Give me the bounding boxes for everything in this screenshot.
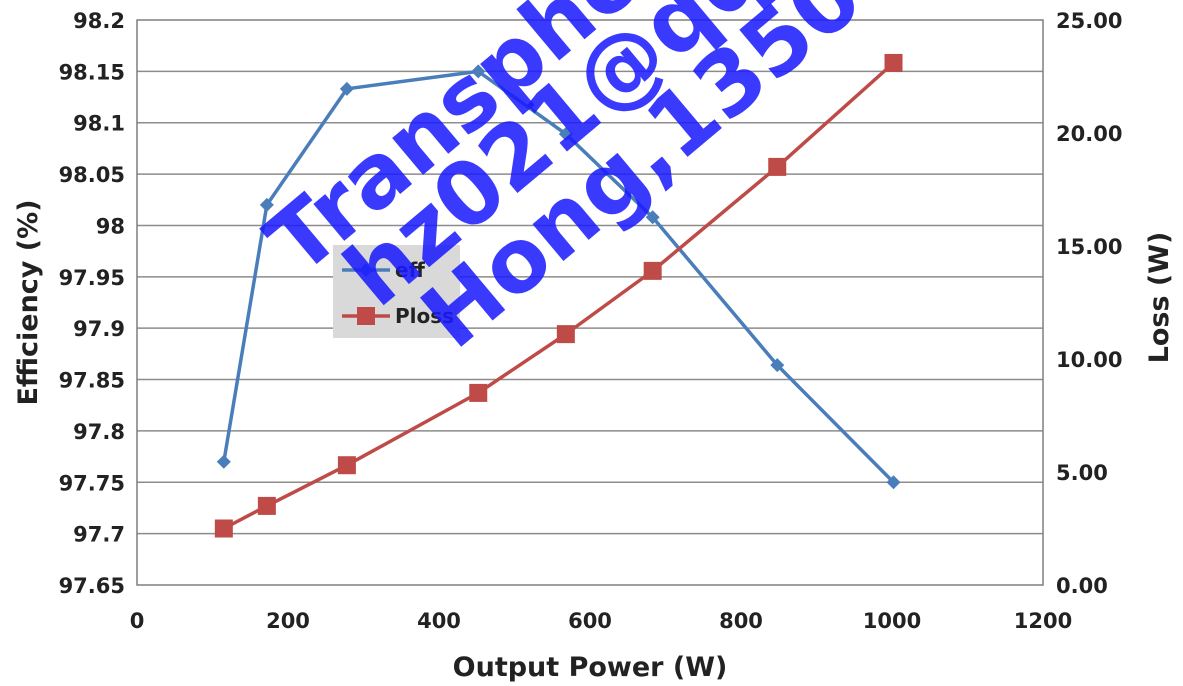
series-layer [214, 53, 903, 538]
legend-label: eff [395, 258, 426, 282]
data-point [768, 157, 787, 176]
y-tick-label: 97.65 [59, 574, 125, 598]
y2-tick-label: 20.00 [1056, 122, 1122, 146]
data-point [884, 53, 903, 72]
x-tick-label: 1200 [1014, 609, 1072, 633]
legend-item-eff: eff [342, 258, 426, 282]
y2-axis-title: Loss (W) [1144, 232, 1175, 364]
y2-tick-label: 15.00 [1056, 235, 1122, 259]
x-tick-label: 400 [417, 609, 461, 633]
legend-label: Ploss [395, 304, 454, 328]
y-tick-label: 98.2 [73, 9, 125, 33]
series-ploss [214, 53, 903, 538]
legend: eff Ploss [333, 245, 460, 338]
legend-marker [359, 263, 373, 277]
data-point [556, 325, 575, 344]
data-point [259, 197, 274, 212]
series-line-ploss [223, 61, 895, 531]
y-tick-label: 97.95 [59, 266, 125, 290]
data-point [257, 496, 276, 515]
y2-tick-label: 25.00 [1056, 9, 1122, 33]
y-tick-label: 98.15 [59, 60, 125, 84]
y-tick-label: 97.85 [59, 369, 125, 393]
y2-tick-label: 10.00 [1056, 348, 1122, 372]
data-point [558, 127, 573, 142]
x-axis-ticks: 0 200 400 600 800 1000 1200 [130, 609, 1073, 633]
data-point [645, 210, 660, 225]
legend-marker [357, 307, 375, 325]
x-tick-label: 0 [130, 609, 145, 633]
data-point [471, 64, 486, 79]
y2-tick-label: 5.00 [1056, 461, 1108, 485]
legend-box [333, 245, 460, 338]
series-line-eff [222, 69, 895, 484]
data-point [337, 456, 356, 475]
right-axis-ticks: 0.00 5.00 10.00 15.00 20.00 25.00 [1056, 9, 1122, 598]
data-point [216, 454, 231, 469]
y-tick-label: 98.05 [59, 163, 125, 187]
data-point [339, 81, 354, 96]
x-tick-label: 200 [266, 609, 310, 633]
x-tick-label: 1000 [863, 609, 921, 633]
plot-area [136, 19, 1044, 586]
series-eff [216, 64, 901, 490]
data-point [469, 383, 488, 402]
data-point [770, 358, 785, 373]
data-point [643, 261, 662, 280]
y-axis-title: Efficiency (%) [13, 199, 44, 405]
x-tick-label: 800 [719, 609, 763, 633]
y-tick-label: 97.7 [73, 523, 125, 547]
y-tick-label: 97.9 [73, 317, 125, 341]
data-point [886, 475, 901, 490]
y-tick-label: 98.1 [73, 112, 125, 136]
y-tick-label: 98 [96, 214, 125, 238]
y-tick-label: 97.8 [73, 420, 125, 444]
data-point [214, 519, 233, 538]
y2-tick-label: 0.00 [1056, 574, 1108, 598]
x-tick-label: 600 [568, 609, 612, 633]
legend-item-ploss: Ploss [342, 304, 454, 328]
x-axis-title: Output Power (W) [453, 652, 728, 683]
y-tick-label: 97.75 [59, 471, 125, 495]
left-axis-ticks: 97.65 97.7 97.75 97.8 97.85 97.9 97.95 98 98.05 9… [59, 9, 125, 598]
